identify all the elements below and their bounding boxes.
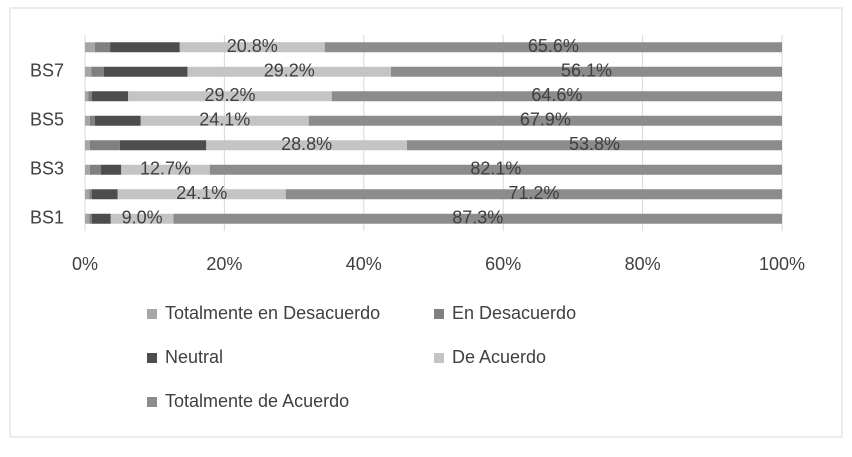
- y-tick-label: BS7: [30, 61, 64, 81]
- bar-segment: [91, 213, 111, 224]
- bar-segment: [89, 115, 95, 126]
- bar-segment: [89, 189, 92, 200]
- data-label: 56.1%: [561, 61, 612, 81]
- legend-swatch: [147, 309, 157, 319]
- legend-swatch: [434, 309, 444, 319]
- bar-segment: [89, 140, 120, 151]
- data-label: 71.2%: [508, 183, 559, 203]
- bar-segment: [85, 42, 95, 53]
- bar-segment: [85, 66, 92, 77]
- bar-segment: [88, 91, 92, 102]
- bar-segment: [173, 213, 783, 224]
- bar-segment: [308, 115, 782, 126]
- bar-segment: [179, 42, 325, 53]
- bar-segment: [89, 164, 102, 175]
- y-tick-label: BS3: [30, 159, 64, 179]
- legend-swatch: [147, 353, 157, 363]
- bar-segment: [85, 91, 89, 102]
- bar-segment: [331, 91, 782, 102]
- x-tick-label: 20%: [206, 254, 242, 274]
- legend-swatch: [434, 353, 444, 363]
- bar-segment: [85, 115, 90, 126]
- data-label: 12.7%: [140, 159, 191, 179]
- bar-segment: [209, 164, 782, 175]
- legend-label: Totalmente de Acuerdo: [165, 391, 349, 411]
- bar-segment: [110, 42, 180, 53]
- data-label: 29.2%: [204, 85, 255, 105]
- y-tick-label: BS5: [30, 110, 64, 130]
- legend-label: Neutral: [165, 347, 223, 367]
- bar-segment: [407, 140, 782, 151]
- bar-segment: [187, 66, 391, 77]
- bar-segment: [85, 140, 90, 151]
- data-label: 82.1%: [470, 159, 521, 179]
- bar-segment: [324, 42, 782, 53]
- y-tick-label: BS1: [30, 208, 64, 228]
- bar-segment: [206, 140, 408, 151]
- legend-swatch: [147, 397, 157, 407]
- data-label: 9.0%: [122, 208, 163, 228]
- bar-segment: [91, 91, 129, 102]
- bar-segment: [91, 66, 104, 77]
- bar-segment: [140, 115, 309, 126]
- x-tick-label: 60%: [485, 254, 521, 274]
- legend-label: Totalmente en Desacuerdo: [165, 303, 380, 323]
- bar-segment: [94, 115, 141, 126]
- x-tick-label: 80%: [625, 254, 661, 274]
- legend-label: En Desacuerdo: [452, 303, 576, 323]
- data-label: 20.8%: [227, 36, 278, 56]
- bar-segment: [85, 213, 90, 224]
- data-label: 87.3%: [452, 208, 503, 228]
- data-label: 29.2%: [264, 61, 315, 81]
- bar-segment: [89, 213, 92, 224]
- data-label: 53.8%: [569, 134, 620, 154]
- x-tick-label: 0%: [72, 254, 98, 274]
- bar-segment: [110, 213, 174, 224]
- data-label: 67.9%: [520, 110, 571, 130]
- bar-segment: [101, 164, 122, 175]
- bar-segment: [94, 42, 111, 53]
- x-tick-label: 40%: [346, 254, 382, 274]
- bar-segment: [390, 66, 782, 77]
- data-label: 24.1%: [176, 183, 227, 203]
- data-label: 65.6%: [528, 36, 579, 56]
- bar-segment: [121, 164, 210, 175]
- legend-label: De Acuerdo: [452, 347, 546, 367]
- data-label: 64.6%: [531, 85, 582, 105]
- bar-segment: [85, 189, 90, 200]
- bar-segment: [128, 91, 332, 102]
- data-label: 28.8%: [281, 134, 332, 154]
- bar-segment: [91, 189, 118, 200]
- bar-segment: [117, 189, 286, 200]
- data-label: 24.1%: [199, 110, 250, 130]
- bar-segment: [103, 66, 188, 77]
- x-tick-label: 100%: [759, 254, 805, 274]
- bar-segment: [119, 140, 207, 151]
- bar-segment: [285, 189, 782, 200]
- bar-segment: [85, 164, 90, 175]
